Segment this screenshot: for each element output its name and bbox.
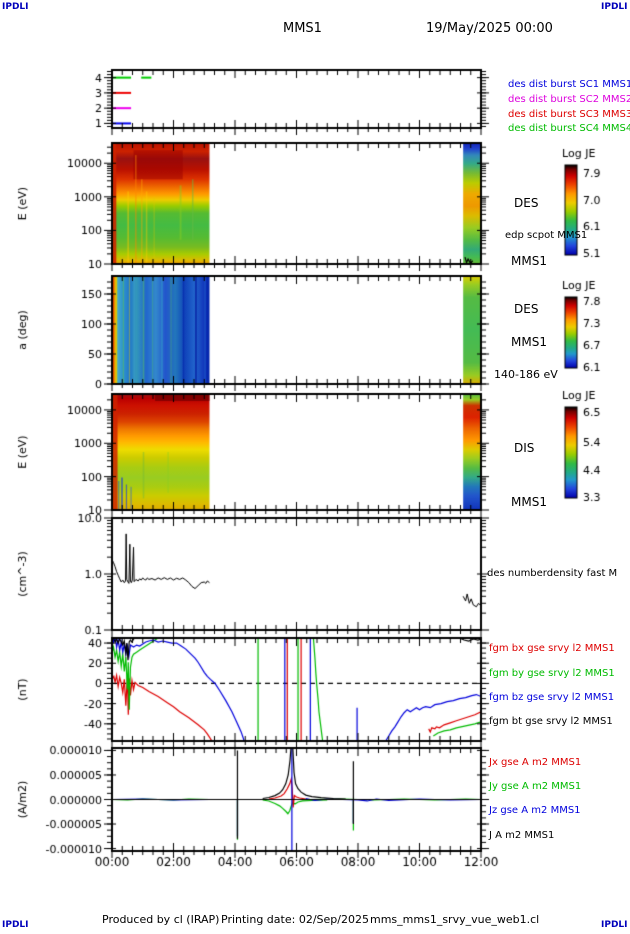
watermark-top-left: IPDLI xyxy=(2,2,29,12)
plot-datetime: 19/May/2025 00:00 xyxy=(426,21,553,36)
footer-printing-date: Printing date: 02/Sep/2025 xyxy=(221,913,369,926)
legend-jy: Jy gse A m2 MMS1 xyxy=(489,781,582,792)
legend-burst-sc2: des dist burst SC2 MMS2 xyxy=(508,94,630,105)
panel3-energy-range-label: 140-186 eV xyxy=(494,368,558,381)
panel2-spacecraft-label: MMS1 xyxy=(511,254,547,268)
footer-filename: mms_mms1_srvy_vue_web1.cl xyxy=(370,913,540,926)
panel4-spacecraft-label: MMS1 xyxy=(511,495,547,509)
panel3-spacecraft-label: MMS1 xyxy=(511,335,547,349)
legend-burst-sc1: des dist burst SC1 MMS1 xyxy=(508,79,630,90)
legend-burst-sc3: des dist burst SC3 MMS3 xyxy=(508,109,630,120)
legend-fgm-bz: fgm bz gse srvy l2 MMS1 xyxy=(489,692,615,703)
panel3-instrument-label: DES xyxy=(514,302,539,316)
legend-jz: Jz gse A m2 MMS1 xyxy=(489,805,581,816)
legend-fgm-by: fgm by gse srvy l2 MMS1 xyxy=(489,668,615,679)
legend-burst-sc4: des dist burst SC4 MMS4 xyxy=(508,123,630,134)
legend-fgm-bx: fgm bx gse srvy l2 MMS1 xyxy=(489,643,615,654)
page-title: MMS1 xyxy=(283,21,322,36)
panel2-instrument-label: DES xyxy=(514,196,539,210)
panel5-density-label: des numberdensity fast M xyxy=(487,568,618,579)
legend-fgm-bt: fgm bt gse srvy l2 MMS1 xyxy=(489,716,613,727)
footer-produced-by: Produced by cl (IRAP) xyxy=(102,913,220,926)
panel2-scpot-label: edp scpot MMS1 xyxy=(505,230,588,241)
legend-jx: Jx gse A m2 MMS1 xyxy=(489,757,582,768)
watermark-bottom-left: IPDLI xyxy=(2,920,29,930)
legend-j: J A m2 MMS1 xyxy=(489,830,555,841)
watermark-top-right: IPDLI xyxy=(601,2,628,12)
panel4-instrument-label: DIS xyxy=(514,441,535,455)
watermark-bottom-right: IPDLI xyxy=(601,920,628,930)
